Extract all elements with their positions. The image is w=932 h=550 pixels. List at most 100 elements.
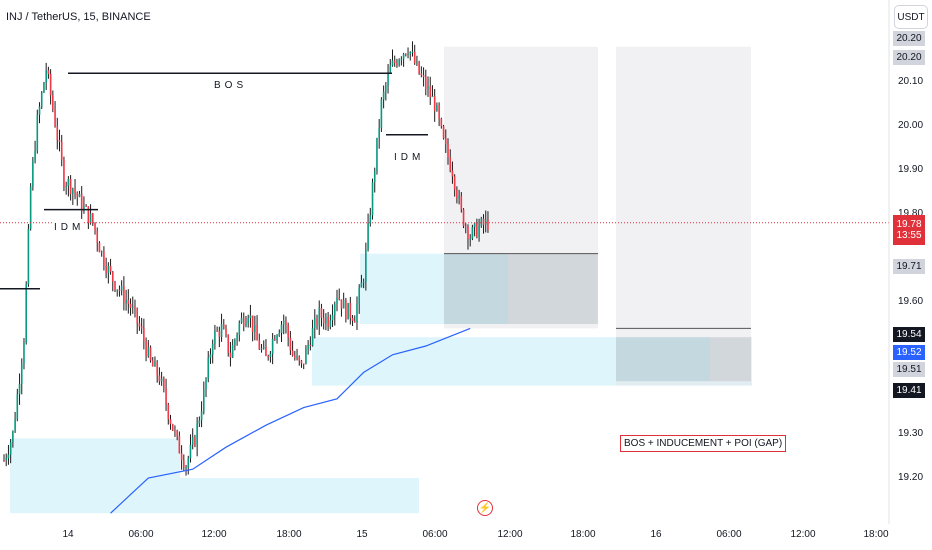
currency-button[interactable]: USDT	[894, 5, 928, 29]
candle-body	[258, 340, 261, 350]
candle-body	[464, 226, 467, 228]
candle-body	[411, 51, 414, 53]
candle-body	[451, 170, 454, 177]
candle-body	[85, 205, 87, 207]
candle-body	[163, 378, 165, 389]
candle-body	[440, 118, 443, 127]
candle-body	[280, 324, 283, 334]
candle-body	[129, 303, 132, 308]
candle-body	[171, 424, 174, 431]
candle-body	[176, 430, 178, 436]
candle-body	[254, 325, 256, 333]
candle-body	[274, 338, 276, 341]
candle-body	[367, 223, 369, 250]
sl-zone	[710, 337, 751, 382]
candle-body	[23, 342, 25, 364]
candle-body	[74, 188, 76, 193]
candle-body	[18, 383, 21, 395]
candle-body	[178, 435, 181, 454]
candle-body	[231, 345, 234, 358]
candle-body	[353, 320, 356, 323]
lightning-icon[interactable]: ⚡	[477, 500, 493, 516]
candle-body	[271, 338, 274, 354]
current-price-badge: 19.78 13:55	[893, 214, 925, 245]
candle-body	[20, 363, 23, 384]
chart-title: INJ / TetherUS, 15, BINANCE	[6, 11, 151, 23]
candle-body	[207, 357, 210, 379]
candle-body	[145, 341, 147, 357]
candle-body	[87, 206, 90, 224]
candle-body	[300, 360, 303, 364]
candle-body	[120, 286, 123, 291]
candle-body	[376, 137, 378, 172]
candle-body	[480, 218, 483, 226]
candles-layer	[3, 41, 489, 476]
candle-body	[338, 297, 341, 300]
rr-box-zone	[616, 46, 751, 386]
candle-body	[296, 356, 298, 359]
candle-body	[325, 316, 327, 324]
candle-body	[191, 437, 194, 445]
candle-body	[433, 95, 436, 112]
candle-body	[396, 62, 398, 66]
candle-body	[40, 92, 43, 107]
current-price-value: 19.78	[896, 218, 922, 230]
candle-body	[131, 306, 134, 308]
ema-line	[110, 327, 471, 514]
candle-body	[467, 226, 469, 240]
y-tick-label: 19.90	[898, 164, 924, 175]
ema-layer	[110, 327, 471, 514]
x-tick-label: 18:00	[863, 529, 889, 540]
candle-body	[285, 320, 287, 326]
candle-body	[98, 242, 101, 253]
candle-body	[72, 188, 74, 195]
candle-body	[136, 308, 138, 324]
candle-body	[391, 60, 394, 66]
candle-body	[92, 213, 94, 223]
candle-body	[105, 265, 107, 274]
candle-body	[156, 362, 158, 376]
candle-body	[225, 328, 227, 335]
candle-body	[371, 182, 374, 216]
candle-body	[320, 308, 323, 318]
candle-body	[143, 328, 145, 342]
x-tick-label: 06:00	[128, 529, 154, 540]
candle-body	[444, 138, 447, 145]
candle-body	[125, 299, 127, 304]
candle-body	[29, 186, 32, 229]
candle-body	[38, 106, 41, 115]
candle-body	[27, 228, 30, 285]
candle-body	[49, 73, 52, 96]
candle-body	[149, 347, 152, 361]
candle-body	[154, 362, 156, 367]
candle-body	[478, 225, 480, 237]
candle-body	[318, 308, 321, 326]
candle-body	[373, 171, 376, 183]
candle-body	[32, 160, 34, 187]
candle-body	[107, 265, 110, 274]
candle-body	[282, 320, 285, 325]
candle-body	[413, 51, 416, 64]
candle-body	[96, 230, 99, 243]
y-tick-label: 20.00	[898, 120, 924, 131]
candle-body	[111, 271, 114, 282]
candle-body	[378, 128, 380, 138]
candle-body	[203, 389, 205, 412]
price-badge: 19.54	[893, 327, 925, 342]
candle-body	[345, 299, 347, 320]
candle-body	[365, 249, 367, 283]
candle-body	[402, 54, 405, 60]
candle-body	[458, 195, 460, 199]
x-tick-label: 06:00	[716, 529, 742, 540]
candle-body	[240, 317, 243, 323]
candle-body	[63, 160, 65, 188]
price-badge: 19.71	[893, 259, 925, 274]
candle-body	[58, 139, 61, 142]
poi-zone	[10, 438, 180, 478]
candle-body	[358, 287, 360, 305]
candle-body	[482, 218, 485, 225]
candle-body	[245, 322, 247, 327]
candle-body	[16, 394, 19, 420]
setup-label: BOS + INDUCEMENT + POI (GAP)	[620, 435, 787, 452]
